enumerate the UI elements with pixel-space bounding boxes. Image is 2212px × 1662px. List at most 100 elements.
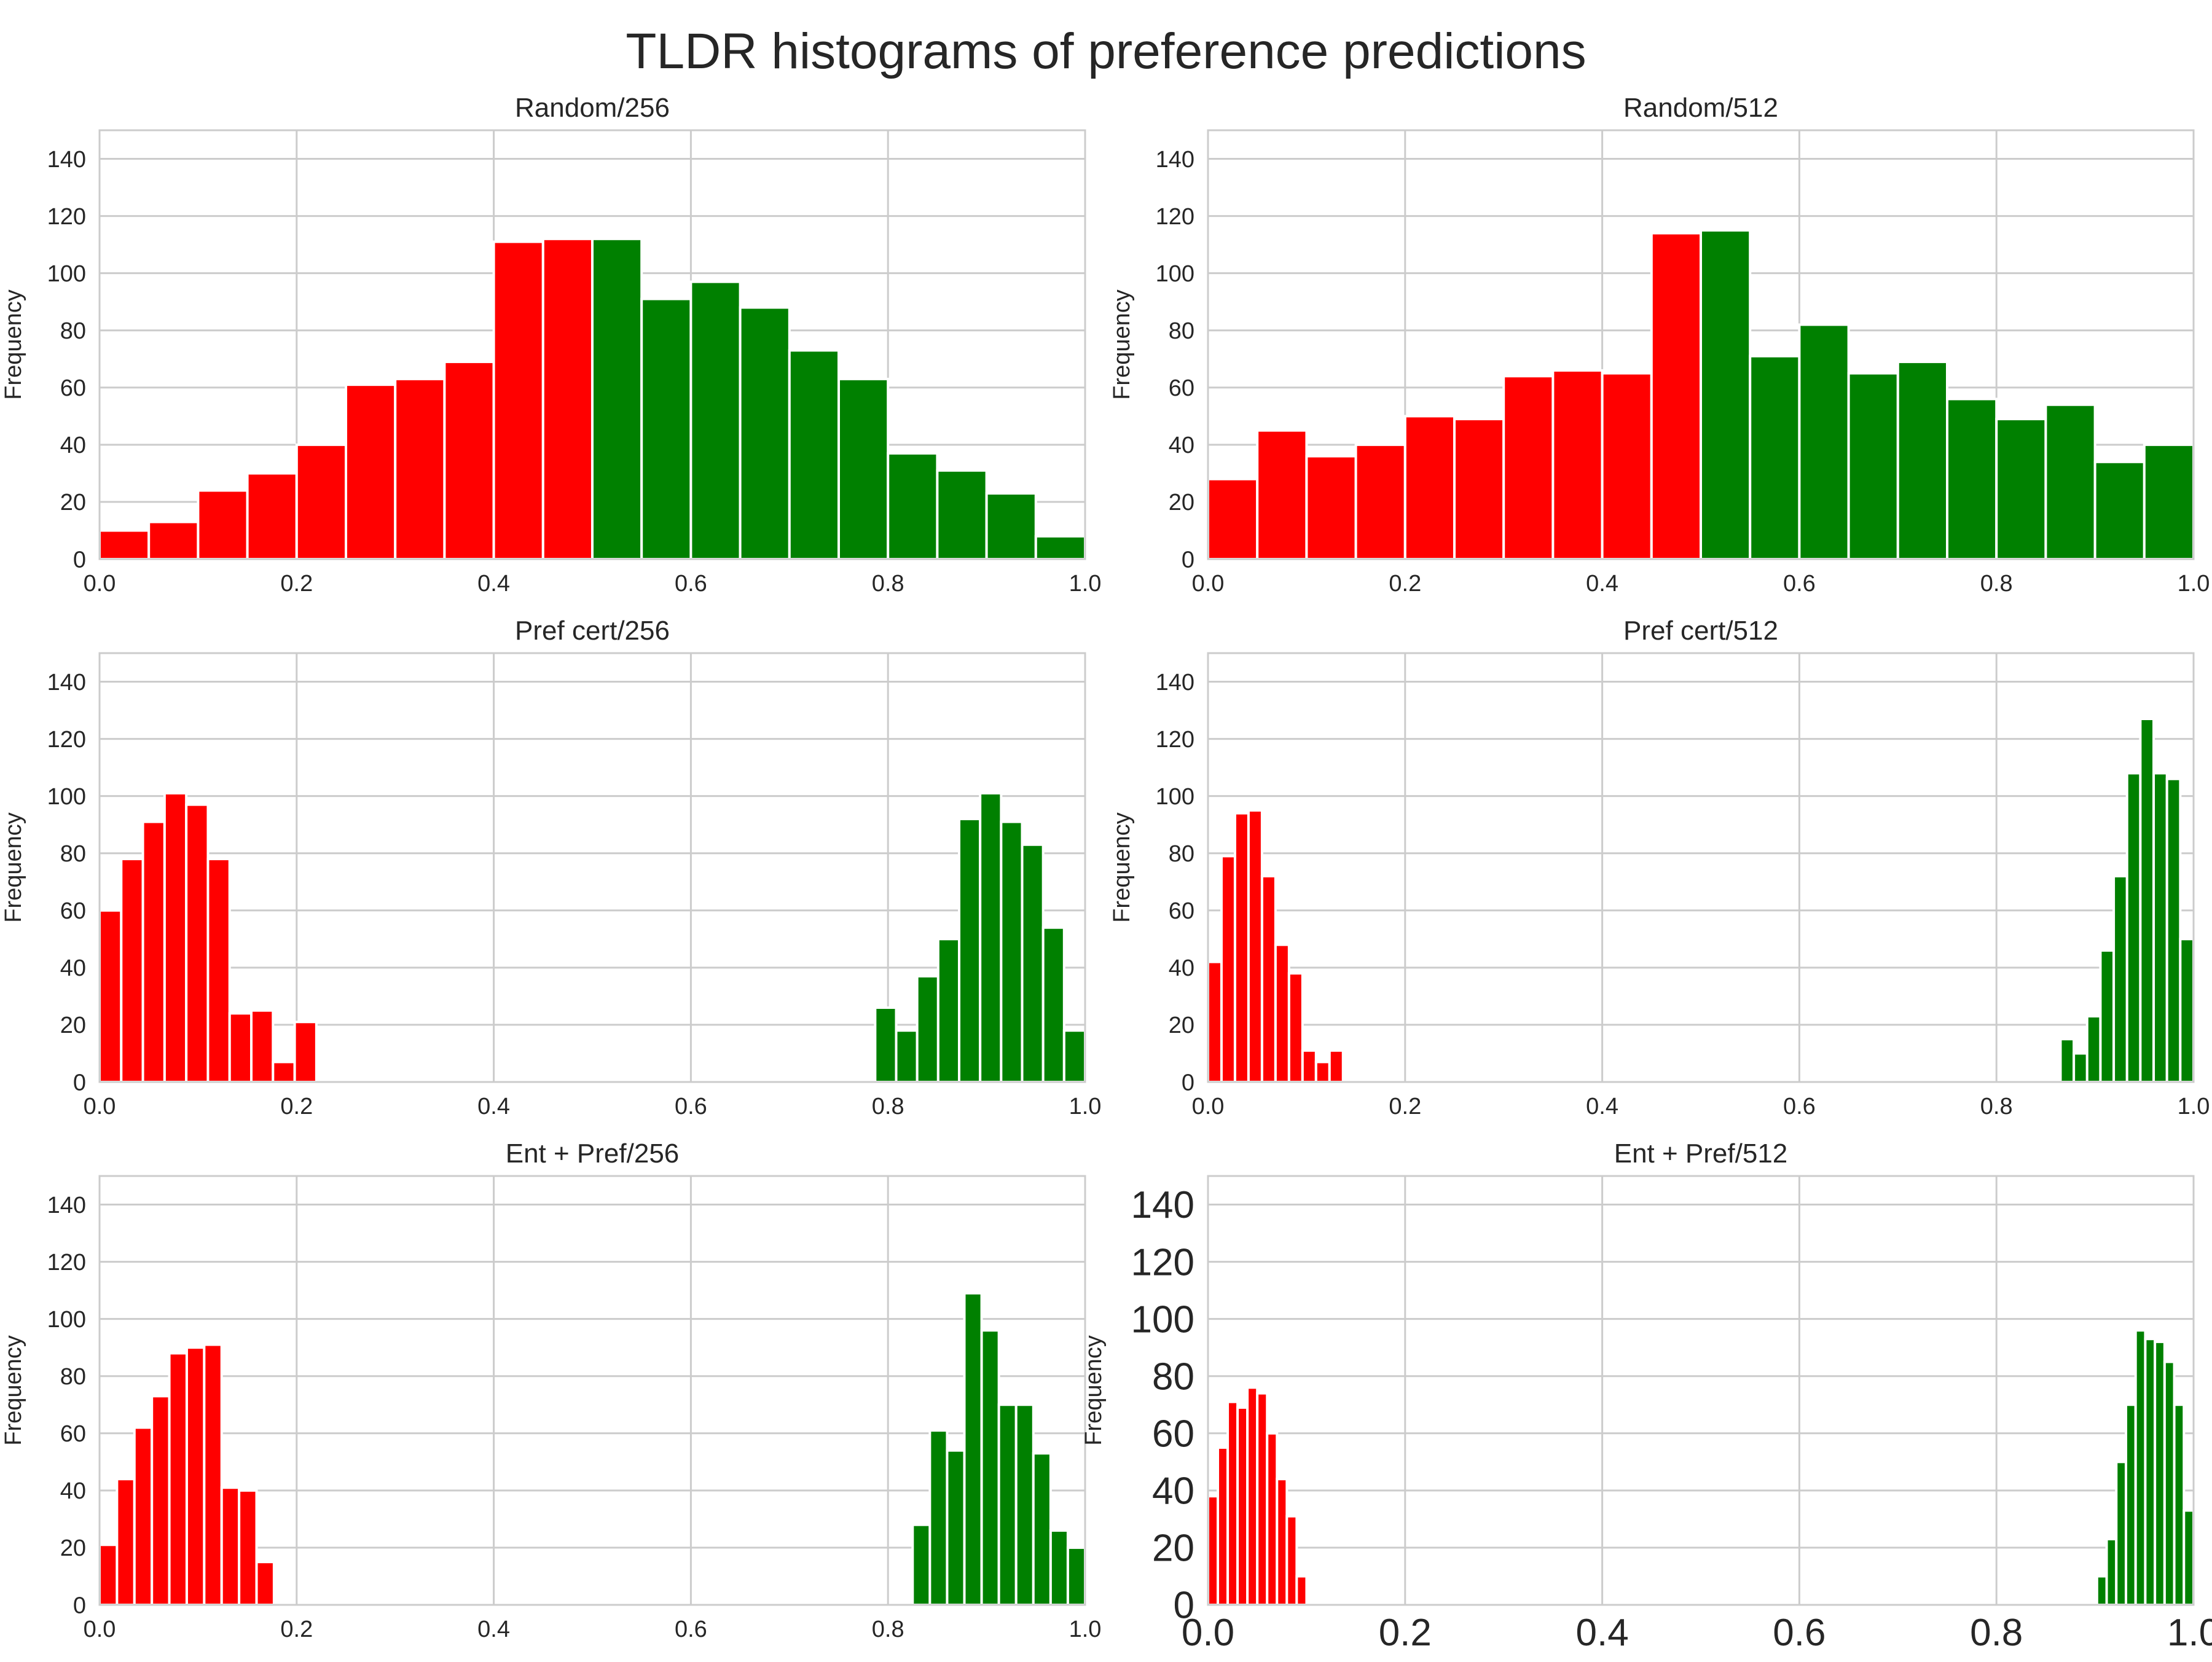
y-tick-label: 80 xyxy=(1152,1355,1194,1398)
y-tick-label: 100 xyxy=(1156,784,1194,810)
x-tick-label: 0.4 xyxy=(1586,1094,1618,1119)
histogram-bar xyxy=(946,1449,966,1606)
plot-frame xyxy=(1207,129,2195,560)
histogram-bar xyxy=(185,1346,206,1606)
y-axis-label: Frequency xyxy=(1109,812,1135,923)
x-tick-label: 0.0 xyxy=(1192,1094,1225,1119)
panel-2: 0 20 40 60 80 100 120 140 0.0 0.2 0.4 0.6 0.8 1.0 Rand… xyxy=(1109,93,2210,597)
x-tick-label: 0.6 xyxy=(675,571,707,597)
histogram-bar xyxy=(255,1561,275,1606)
histogram-bar xyxy=(1246,1386,1259,1606)
y-tick-label: 80 xyxy=(1169,318,1194,344)
y-tick-label: 0 xyxy=(1174,1585,1194,1627)
histogram-bar xyxy=(963,1292,983,1606)
histogram-bar xyxy=(1226,1400,1239,1606)
x-tick-label: 0.8 xyxy=(1980,1094,2013,1119)
x-tick-label: 0.6 xyxy=(1783,1094,1816,1119)
histogram-bar xyxy=(1403,415,1456,560)
y-tick-label: 140 xyxy=(47,670,86,696)
histogram-bar xyxy=(246,472,298,561)
histogram-bar xyxy=(141,820,166,1083)
histogram-bar xyxy=(1256,429,1308,560)
x-tick-label: 0.2 xyxy=(280,571,313,597)
y-tick-label: 100 xyxy=(47,1307,86,1333)
histogram-bar xyxy=(887,452,939,560)
histogram-bar xyxy=(1287,972,1304,1083)
histogram-bar xyxy=(2163,1360,2176,1606)
histogram-bar xyxy=(1014,1403,1035,1606)
x-tick-label: 0.0 xyxy=(84,1617,116,1642)
y-axis-label: Frequency xyxy=(1109,289,1135,400)
y-tick-label: 120 xyxy=(1156,204,1194,230)
x-tick-label: 0.2 xyxy=(1379,1612,1432,1654)
histogram-bar xyxy=(185,803,210,1084)
x-tick-label: 0.4 xyxy=(1575,1612,1628,1654)
histogram-bar xyxy=(1502,375,1555,560)
histogram-bar xyxy=(979,792,1003,1083)
y-tick-label: 140 xyxy=(1131,1184,1194,1226)
x-tick-label: 0.0 xyxy=(84,1094,116,1119)
panel-title: Ent + Pref/256 xyxy=(506,1139,680,1169)
histogram-bar xyxy=(116,1478,136,1607)
y-tick-label: 20 xyxy=(60,1013,86,1038)
histogram-bar xyxy=(541,237,594,560)
y-tick-label: 60 xyxy=(60,1421,86,1447)
histogram-bar xyxy=(1601,372,1653,560)
figure-title: TLDR histograms of preference prediction… xyxy=(626,23,1586,79)
histogram-bar xyxy=(2112,874,2128,1083)
x-tick-label: 0.4 xyxy=(1586,571,1618,597)
histogram-bar xyxy=(220,1486,241,1607)
y-tick-label: 0 xyxy=(73,1593,86,1618)
histogram-bar xyxy=(2124,1403,2137,1606)
histogram-bar xyxy=(98,1543,119,1607)
histogram-bar xyxy=(997,1403,1018,1606)
histogram-bar xyxy=(640,297,692,560)
y-tick-label: 120 xyxy=(1156,727,1194,753)
histogram-bar xyxy=(197,489,249,561)
y-tick-label: 60 xyxy=(1169,375,1194,401)
x-tick-label: 0.2 xyxy=(280,1094,313,1119)
plot-frame xyxy=(98,129,1086,560)
histogram-bar xyxy=(1236,1406,1249,1606)
histogram-bar xyxy=(1700,229,1752,561)
panel-title: Pref cert/512 xyxy=(1623,616,1778,646)
y-tick-label: 120 xyxy=(47,1250,86,1276)
y-tick-label: 60 xyxy=(60,375,86,401)
histogram-bar xyxy=(147,520,200,560)
x-tick-label: 0.8 xyxy=(872,1094,904,1119)
histogram-bar xyxy=(2044,403,2096,560)
y-tick-label: 40 xyxy=(1169,433,1194,458)
histogram-bar xyxy=(2154,1340,2166,1606)
x-tick-label: 1.0 xyxy=(1069,571,1102,597)
histogram-bar xyxy=(1207,1495,1220,1606)
x-tick-label: 0.6 xyxy=(1773,1612,1826,1654)
histogram-bar xyxy=(295,443,347,560)
histogram-bar xyxy=(272,1060,296,1083)
x-tick-label: 0.8 xyxy=(872,1617,904,1642)
y-tick-label: 20 xyxy=(1169,490,1194,515)
y-tick-label: 100 xyxy=(47,784,86,810)
histogram-bar xyxy=(1896,360,1949,560)
histogram-bar xyxy=(1285,1515,1298,1606)
y-tick-label: 120 xyxy=(1131,1241,1194,1284)
histogram-bar xyxy=(2105,1537,2118,1607)
histogram-bar xyxy=(151,1395,171,1606)
histogram-bar xyxy=(133,1426,154,1607)
histogram-bar xyxy=(1247,809,1263,1084)
y-tick-label: 40 xyxy=(60,1478,86,1504)
y-tick-label: 80 xyxy=(60,1364,86,1390)
y-tick-label: 20 xyxy=(60,1535,86,1561)
y-tick-label: 20 xyxy=(1152,1527,1194,1570)
panel-title: Random/512 xyxy=(1623,93,1778,123)
y-tick-label: 0 xyxy=(73,1070,86,1096)
histogram-bar xyxy=(98,909,123,1084)
histogram-bar xyxy=(1551,369,1604,560)
x-tick-label: 0.6 xyxy=(675,1094,707,1119)
y-tick-label: 140 xyxy=(1156,670,1194,696)
histogram-bar xyxy=(2183,1509,2195,1606)
y-tick-label: 40 xyxy=(60,955,86,981)
histogram-bar xyxy=(1995,417,2047,561)
histogram-bar xyxy=(916,974,939,1083)
histogram-bar xyxy=(1260,874,1277,1083)
